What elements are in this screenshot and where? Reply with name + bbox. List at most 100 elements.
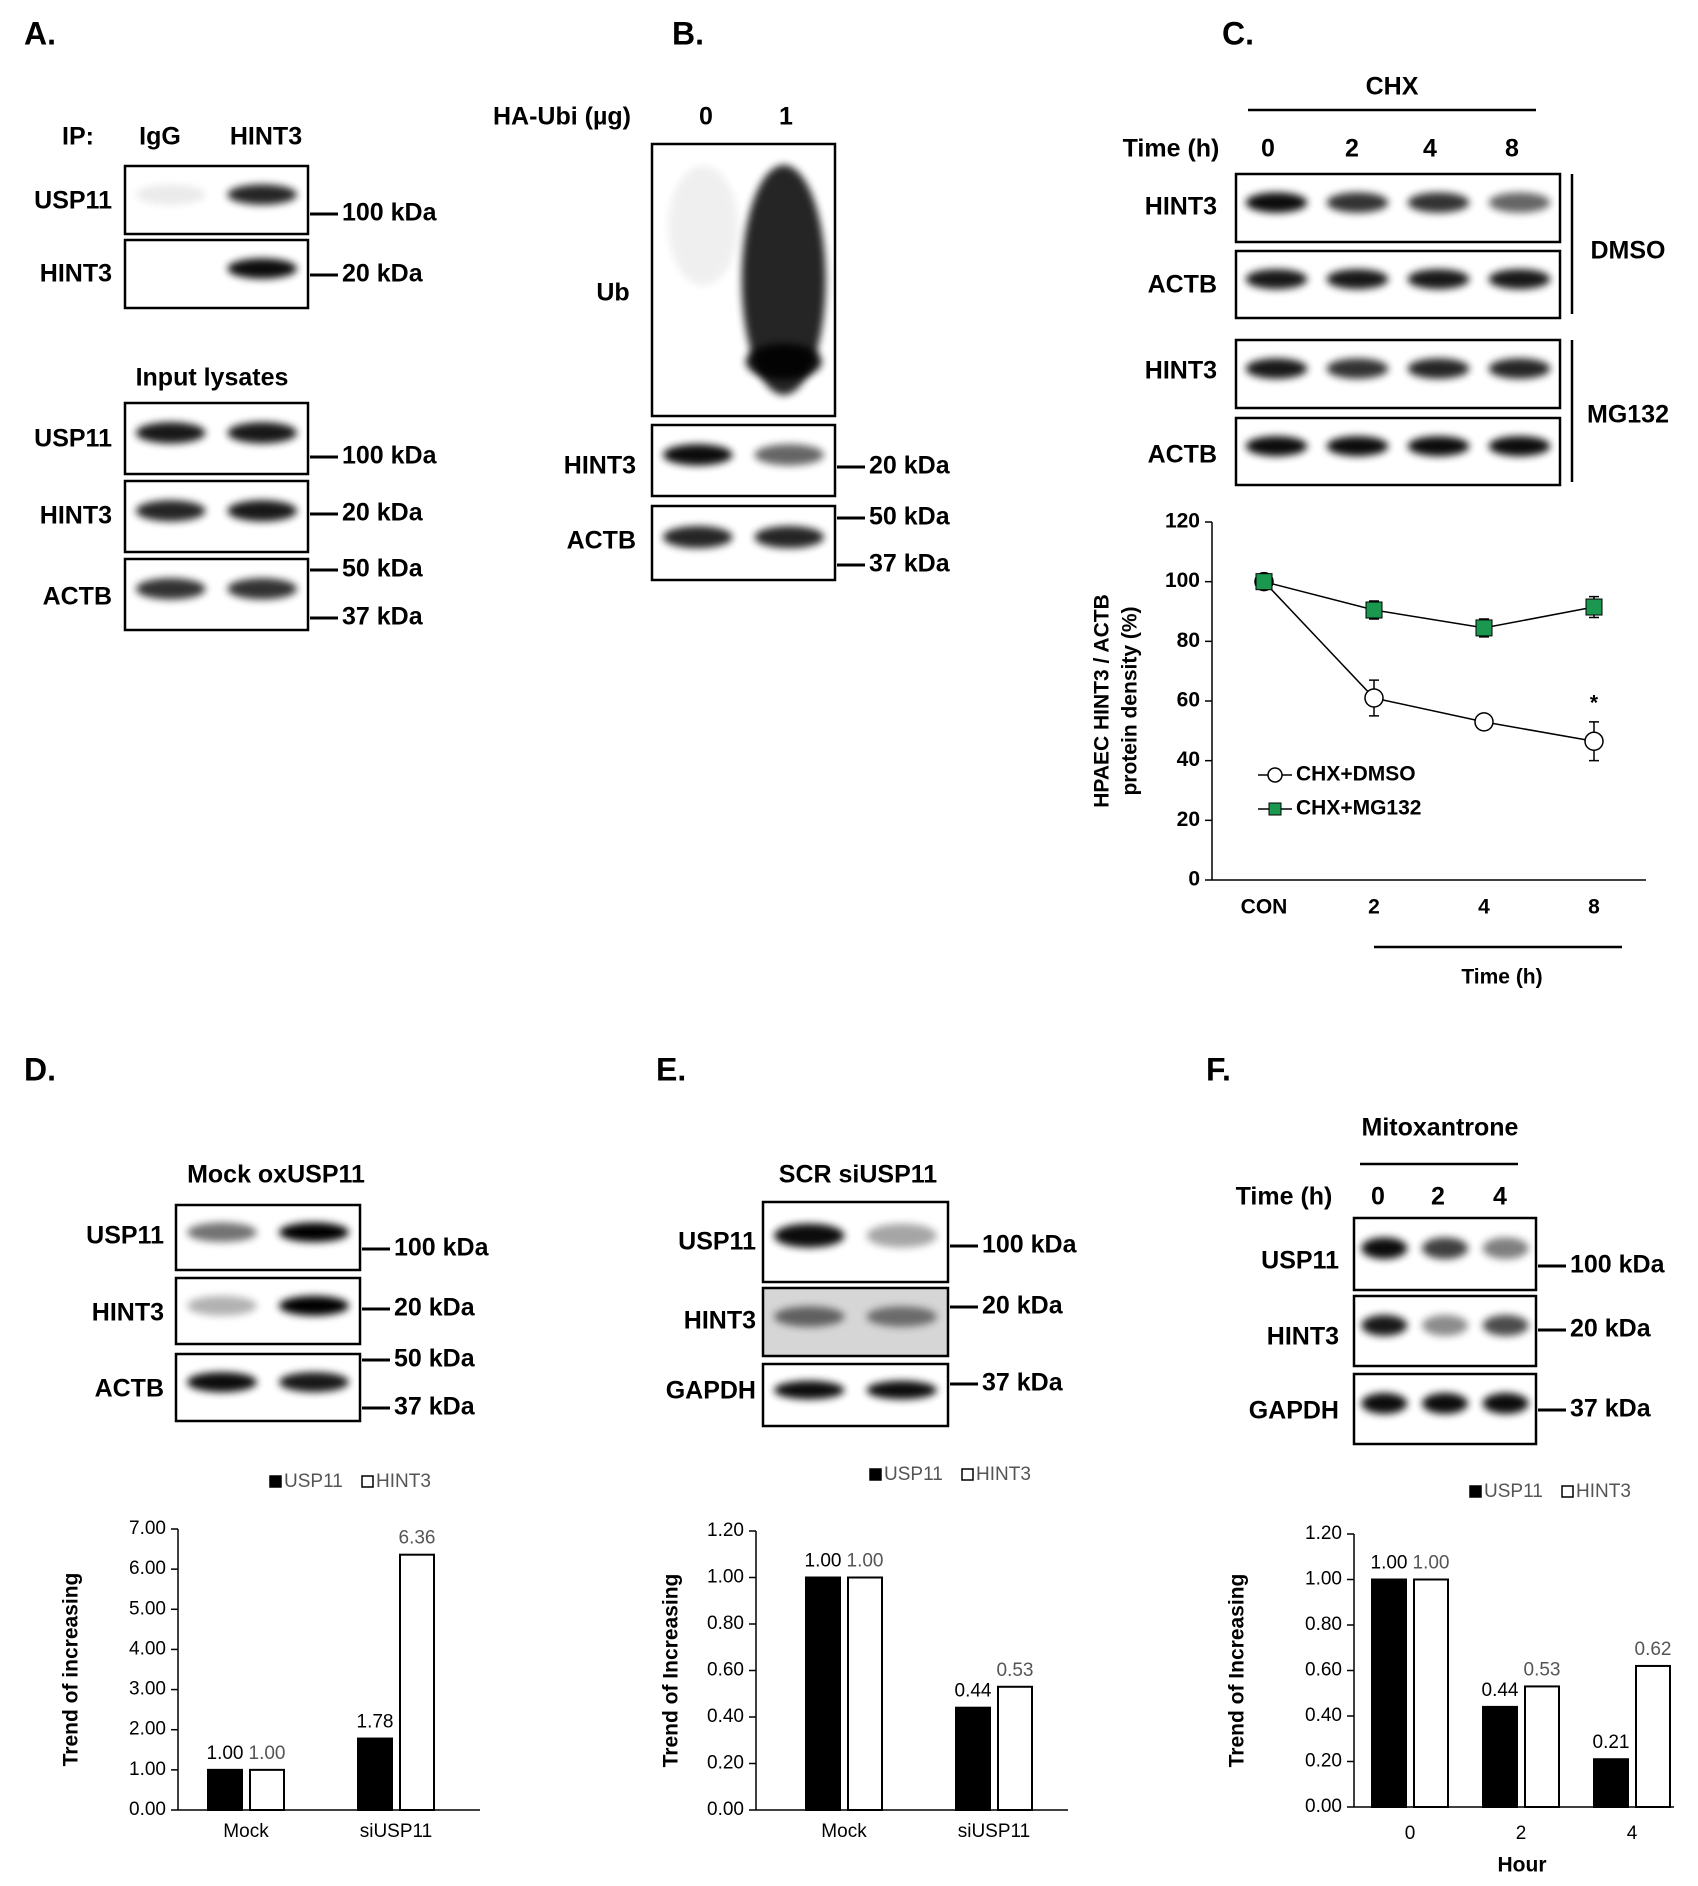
mw-marker: 37 kDa [394, 1393, 476, 1421]
band [754, 444, 825, 466]
blot-border [761, 1200, 950, 1284]
legend-label: CHX+MG132 [1296, 797, 1421, 820]
x-tick-label: Mock [223, 1821, 269, 1842]
band [774, 1223, 845, 1248]
blot-border [123, 238, 310, 310]
y-tick-label: 1.20 [707, 1520, 744, 1541]
point [1475, 619, 1493, 637]
bar [997, 1685, 1033, 1812]
band [774, 1306, 845, 1327]
y-tick-label: 0.40 [1305, 1705, 1342, 1726]
blot-label: SCR siUSP11 [779, 1161, 938, 1189]
mw-marker: 100 kDa [342, 442, 438, 470]
y-tick-label: 100 [1165, 569, 1200, 592]
blot-border [761, 1286, 950, 1358]
blot-label: B. [672, 15, 704, 51]
band [745, 343, 822, 380]
bar [357, 1737, 393, 1811]
band [662, 525, 733, 549]
blot-label: IgG [139, 123, 181, 151]
mw-marker: 100 kDa [394, 1234, 490, 1262]
band [227, 422, 298, 444]
blot-border [174, 1352, 362, 1423]
blot-label: HINT3 [40, 502, 112, 530]
mw-marker: 20 kDa [394, 1294, 476, 1322]
mw-marker: 20 kDa [982, 1292, 1064, 1320]
blot-label: HINT3 [1145, 193, 1217, 221]
band [1245, 192, 1308, 213]
blot-border [1234, 249, 1562, 320]
mw-marker: 50 kDa [869, 503, 951, 531]
blot-label: ACTB [1148, 441, 1217, 469]
blot-label: Input lysates [136, 364, 289, 392]
legend-swatch [1561, 1485, 1574, 1498]
mw-marker: 100 kDa [342, 199, 438, 227]
value-label: 1.00 [1413, 1553, 1450, 1574]
blot-label: Mock oxUSP11 [187, 1161, 365, 1189]
x-tick-label: Mock [821, 1821, 867, 1842]
band [1407, 436, 1470, 457]
legend-label: HINT3 [976, 1464, 1031, 1485]
point [1365, 601, 1383, 619]
blot-label: HINT3 [1145, 357, 1217, 385]
band [1245, 269, 1308, 290]
blot-border [123, 557, 310, 632]
band [1488, 358, 1551, 379]
band [1488, 192, 1551, 213]
x-tick-label: 2 [1516, 1823, 1527, 1844]
blot-label: GAPDH [1249, 1397, 1339, 1425]
blot-label: Time (h) [1123, 135, 1220, 163]
band [279, 1222, 349, 1243]
band [866, 1223, 937, 1248]
bar [847, 1576, 883, 1811]
band [1407, 269, 1470, 290]
value-label: 0.21 [1593, 1732, 1630, 1753]
y-tick-label: 5.00 [129, 1598, 166, 1619]
value-label: 1.00 [249, 1743, 286, 1764]
y-tick-label: 3.00 [129, 1679, 166, 1700]
x-tick-label: CON [1241, 896, 1288, 919]
band [1326, 358, 1389, 379]
y-tick-label: 0.20 [1305, 1751, 1342, 1772]
y-tick-label: 0.00 [707, 1799, 744, 1820]
legend-marker [1268, 802, 1282, 816]
blot-label: IP: [62, 123, 94, 151]
x-tick-label: 2 [1368, 896, 1380, 919]
blot-label: HINT3 [92, 1299, 164, 1327]
blot-label: Ub [596, 279, 629, 307]
band [1245, 358, 1308, 379]
band [135, 184, 206, 205]
band [1482, 1237, 1529, 1260]
bar [1413, 1578, 1449, 1808]
blot-border [123, 479, 310, 554]
band [1326, 192, 1389, 213]
value-label: 0.44 [1482, 1680, 1519, 1701]
blot-border [174, 1276, 362, 1346]
blot-label: A. [24, 15, 56, 51]
y-axis-label: Trend of Increasing [1226, 1574, 1249, 1768]
value-label: 0.53 [1524, 1659, 1561, 1680]
y-tick-label: 0.00 [129, 1799, 166, 1820]
mw-marker: 100 kDa [982, 1231, 1078, 1259]
blot-border [761, 1362, 950, 1428]
blot-label: 1 [779, 103, 793, 131]
value-label: 0.44 [955, 1681, 992, 1702]
band [187, 1222, 257, 1243]
band [1488, 436, 1551, 457]
bar [1635, 1664, 1671, 1808]
point [1364, 688, 1384, 708]
blot-border [650, 423, 837, 498]
y-tick-label: 0.80 [1305, 1614, 1342, 1635]
blot-border [174, 1203, 362, 1272]
value-label: 0.53 [997, 1660, 1034, 1681]
blot-label: GAPDH [666, 1377, 756, 1405]
bar [249, 1768, 285, 1812]
blot-label: HINT3 [40, 260, 112, 288]
blot-label: 4 [1423, 135, 1437, 163]
point [1585, 598, 1603, 616]
blot-label: Time (h) [1236, 1183, 1333, 1211]
blot-label: D. [24, 1051, 56, 1087]
y-tick-label: 0.80 [707, 1613, 744, 1634]
mw-marker: 20 kDa [342, 499, 424, 527]
